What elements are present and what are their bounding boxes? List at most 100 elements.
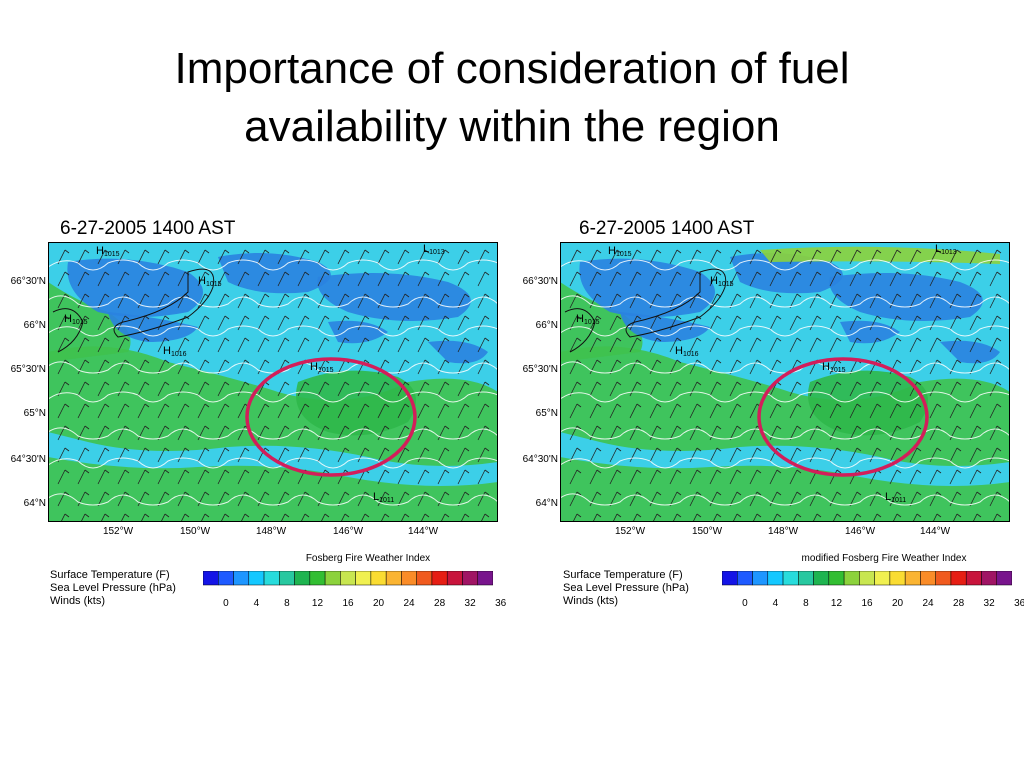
wind-barb xyxy=(417,381,430,397)
wind-barb xyxy=(589,315,602,331)
colorbar-swatch xyxy=(462,571,478,586)
colorbar-swatch xyxy=(798,571,814,586)
wind-barb xyxy=(477,271,490,287)
lat-label: 65°N xyxy=(535,408,558,419)
wind-barb xyxy=(969,249,982,265)
wind-barb xyxy=(377,381,390,397)
wind-barb xyxy=(589,469,602,485)
lon-label: 148°W xyxy=(767,526,799,537)
wind-barb xyxy=(137,337,150,353)
wind-barb xyxy=(417,359,430,375)
wind-barb xyxy=(97,403,110,419)
lon-label: 150°W xyxy=(179,526,211,537)
wind-barb xyxy=(437,491,450,507)
wind-barb xyxy=(197,359,210,375)
wind-barb xyxy=(117,469,130,485)
wind-barb xyxy=(769,469,782,485)
wind-barb xyxy=(117,425,130,441)
wind-barb xyxy=(809,491,822,507)
colorbar-swatch xyxy=(996,571,1012,586)
legend-pressure: Sea Level Pressure (hPa) xyxy=(50,582,176,594)
wind-barb xyxy=(689,381,702,397)
colorbar-swatch xyxy=(263,571,280,586)
wind-barb xyxy=(609,359,622,375)
wind-barb xyxy=(177,337,190,353)
wind-barb xyxy=(929,337,942,353)
wind-barb xyxy=(909,447,922,463)
wind-barb xyxy=(97,447,110,463)
pressure-label: L1013 xyxy=(423,243,445,256)
colorbar-swatch xyxy=(218,571,234,586)
wind-barb xyxy=(769,337,782,353)
colorbar-tick: 28 xyxy=(434,598,446,609)
wind-barb xyxy=(989,403,1002,419)
colorbar-tick: 8 xyxy=(284,598,290,609)
wind-barb xyxy=(377,447,390,463)
wind-barb xyxy=(417,491,430,507)
wind-barb xyxy=(317,447,330,463)
wind-barb xyxy=(277,271,290,287)
lat-label: 65°N xyxy=(23,408,46,419)
wind-barb xyxy=(437,359,450,375)
wind-barb xyxy=(337,491,350,507)
wind-barb xyxy=(929,491,942,507)
wind-barb xyxy=(437,381,450,397)
colorbar-tick: 32 xyxy=(983,598,995,609)
temperature-contour xyxy=(48,295,498,308)
wind-barb xyxy=(809,425,822,441)
wind-barb xyxy=(377,491,390,507)
wind-barb xyxy=(729,425,742,441)
colorbar-tick: 24 xyxy=(403,598,415,609)
fire-index-region xyxy=(48,457,498,522)
wind-barb xyxy=(137,359,150,375)
wind-barb xyxy=(357,491,370,507)
colorbar-tick: 8 xyxy=(803,598,809,609)
wind-barb xyxy=(157,403,170,419)
wind-barb xyxy=(77,337,90,353)
wind-barb xyxy=(909,403,922,419)
wind-barb xyxy=(889,425,902,441)
wind-barb xyxy=(457,249,470,265)
wind-barb xyxy=(709,425,722,441)
wind-barb xyxy=(277,447,290,463)
wind-barb xyxy=(377,337,390,353)
wind-barb xyxy=(849,249,862,265)
wind-barb xyxy=(457,403,470,419)
fire-index-region xyxy=(808,370,928,436)
wind-barb xyxy=(357,337,370,353)
wind-barb xyxy=(137,381,150,397)
wind-barb xyxy=(589,381,602,397)
wind-barb xyxy=(297,249,310,265)
lat-label: 66°30'N xyxy=(10,276,46,287)
wind-barb xyxy=(989,381,1002,397)
wind-barb xyxy=(969,447,982,463)
wind-barb xyxy=(177,249,190,265)
wind-barb xyxy=(357,315,370,331)
wind-barb xyxy=(397,271,410,287)
pressure-label: H1015 xyxy=(96,245,120,258)
wind-barb xyxy=(789,315,802,331)
wind-barb xyxy=(397,359,410,375)
lat-label: 64°30'N xyxy=(10,454,46,465)
wind-barb xyxy=(417,337,430,353)
wind-barb xyxy=(457,315,470,331)
wind-barb xyxy=(197,447,210,463)
wind-barb xyxy=(929,293,942,309)
wind-barb xyxy=(97,293,110,309)
wind-barb xyxy=(749,381,762,397)
wind-barb xyxy=(789,447,802,463)
wind-barb xyxy=(729,293,742,309)
pressure-label: H1016 xyxy=(163,345,187,358)
wind-barb xyxy=(297,271,310,287)
wind-barb xyxy=(649,315,662,331)
colorbar-tick: 16 xyxy=(861,598,873,609)
wind-barb xyxy=(769,315,782,331)
wind-barb xyxy=(197,337,210,353)
wind-barb xyxy=(969,315,982,331)
wind-barb xyxy=(77,447,90,463)
fire-index-region xyxy=(760,246,1000,264)
colorbar-swatch xyxy=(324,571,341,586)
pressure-label: H1015 xyxy=(198,275,222,288)
wind-barb xyxy=(849,337,862,353)
lat-label: 64°30'N xyxy=(522,454,558,465)
